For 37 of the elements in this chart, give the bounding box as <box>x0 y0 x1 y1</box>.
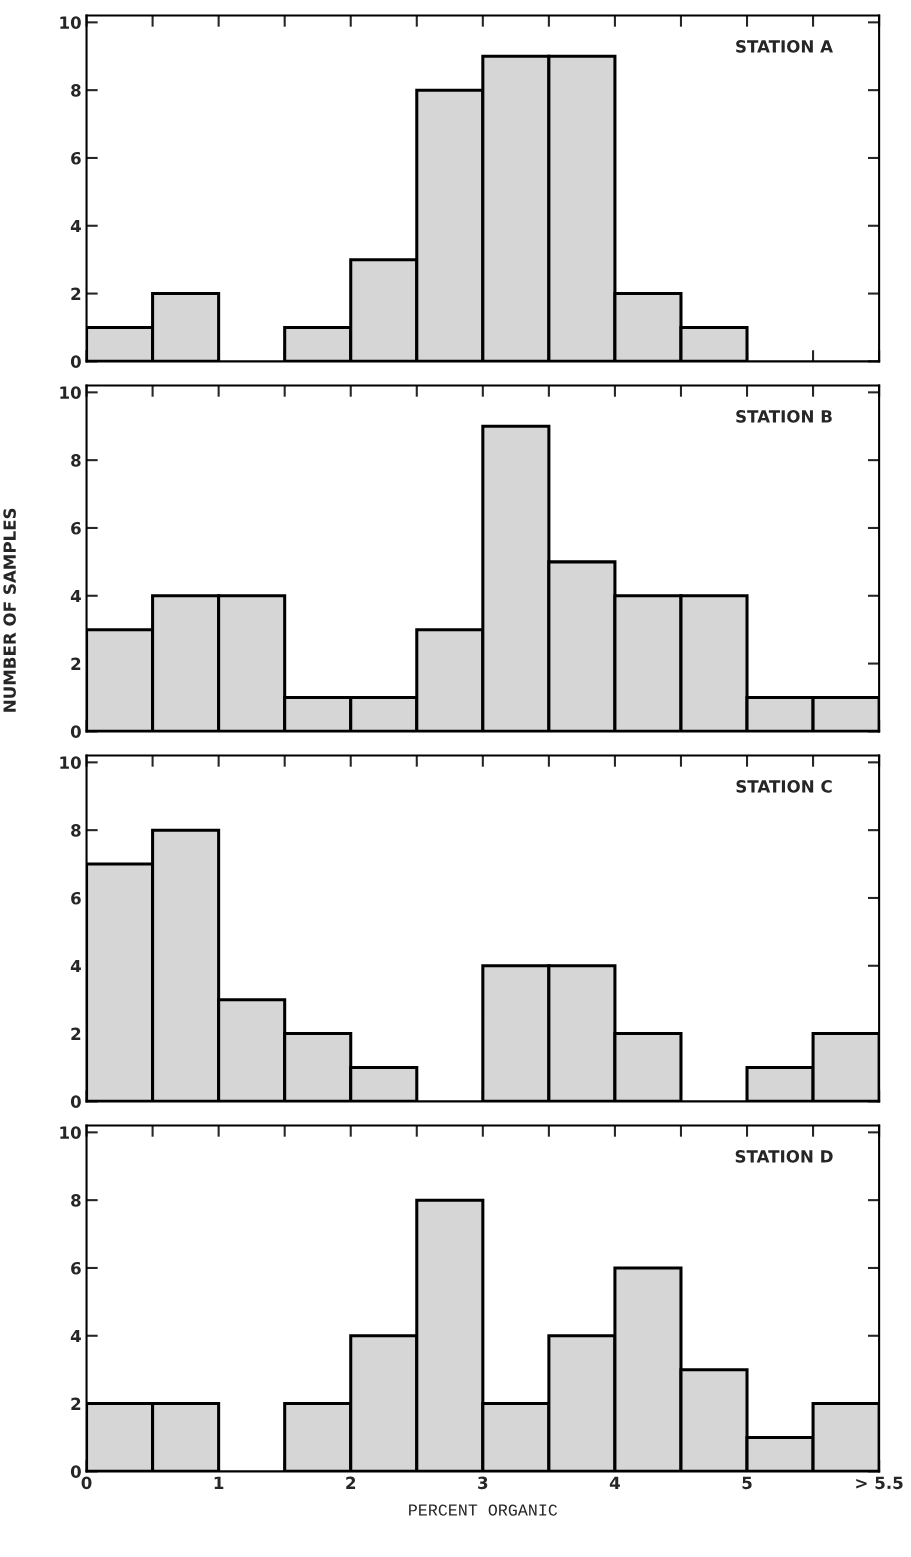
y-tick-label: 8 <box>71 824 81 837</box>
y-tick-label: 0 <box>70 355 81 368</box>
x-tick-label: 4 <box>609 1476 620 1489</box>
y-tick-label: 8 <box>71 454 81 467</box>
y-tick-label: 10 <box>60 1126 81 1139</box>
x-tick-label: 2 <box>346 1476 356 1489</box>
x-tick-label: > 5.5 <box>856 1476 903 1490</box>
y-tick-label: 0 <box>70 725 81 738</box>
y-tick-label: 4 <box>70 589 81 603</box>
y-tick-label: 0 <box>70 1095 81 1108</box>
y-tick-label: 0 <box>70 1465 81 1478</box>
y-tick-label: 4 <box>70 959 81 973</box>
x-tick-label: 3 <box>478 1476 488 1490</box>
y-tick-label: 4 <box>70 1329 81 1343</box>
y-tick-label: 6 <box>71 1261 81 1275</box>
y-tick-label: 4 <box>70 219 81 233</box>
y-tick-label: 8 <box>71 84 81 97</box>
text: STATION C <box>736 780 832 793</box>
y-tick-label: 2 <box>71 657 81 670</box>
y-tick-label: 8 <box>71 1194 81 1207</box>
y-tick-label: 2 <box>71 287 81 300</box>
y-tick-label: 2 <box>71 1397 81 1410</box>
y-tick-label: 2 <box>71 1027 81 1040</box>
y-tick-label: 6 <box>71 151 81 165</box>
x-tick-label: 1 <box>214 1476 224 1489</box>
y-axis-title: NUMBER OF SAMPLES <box>3 508 16 712</box>
text: STATION D <box>735 1150 833 1163</box>
y-tick-label: 10 <box>60 386 81 399</box>
y-tick-label: 6 <box>71 891 81 905</box>
y-tick-label: 10 <box>60 756 81 769</box>
y-tick-label: 6 <box>71 521 81 535</box>
text: STATION A <box>736 40 833 53</box>
text: STATION B <box>736 410 832 423</box>
x-tick-label: 5 <box>742 1476 752 1490</box>
y-tick-label: 10 <box>60 16 81 29</box>
x-tick-label: 0 <box>81 1476 92 1490</box>
x-axis-title: PERCENT ORGANIC <box>409 1504 558 1516</box>
